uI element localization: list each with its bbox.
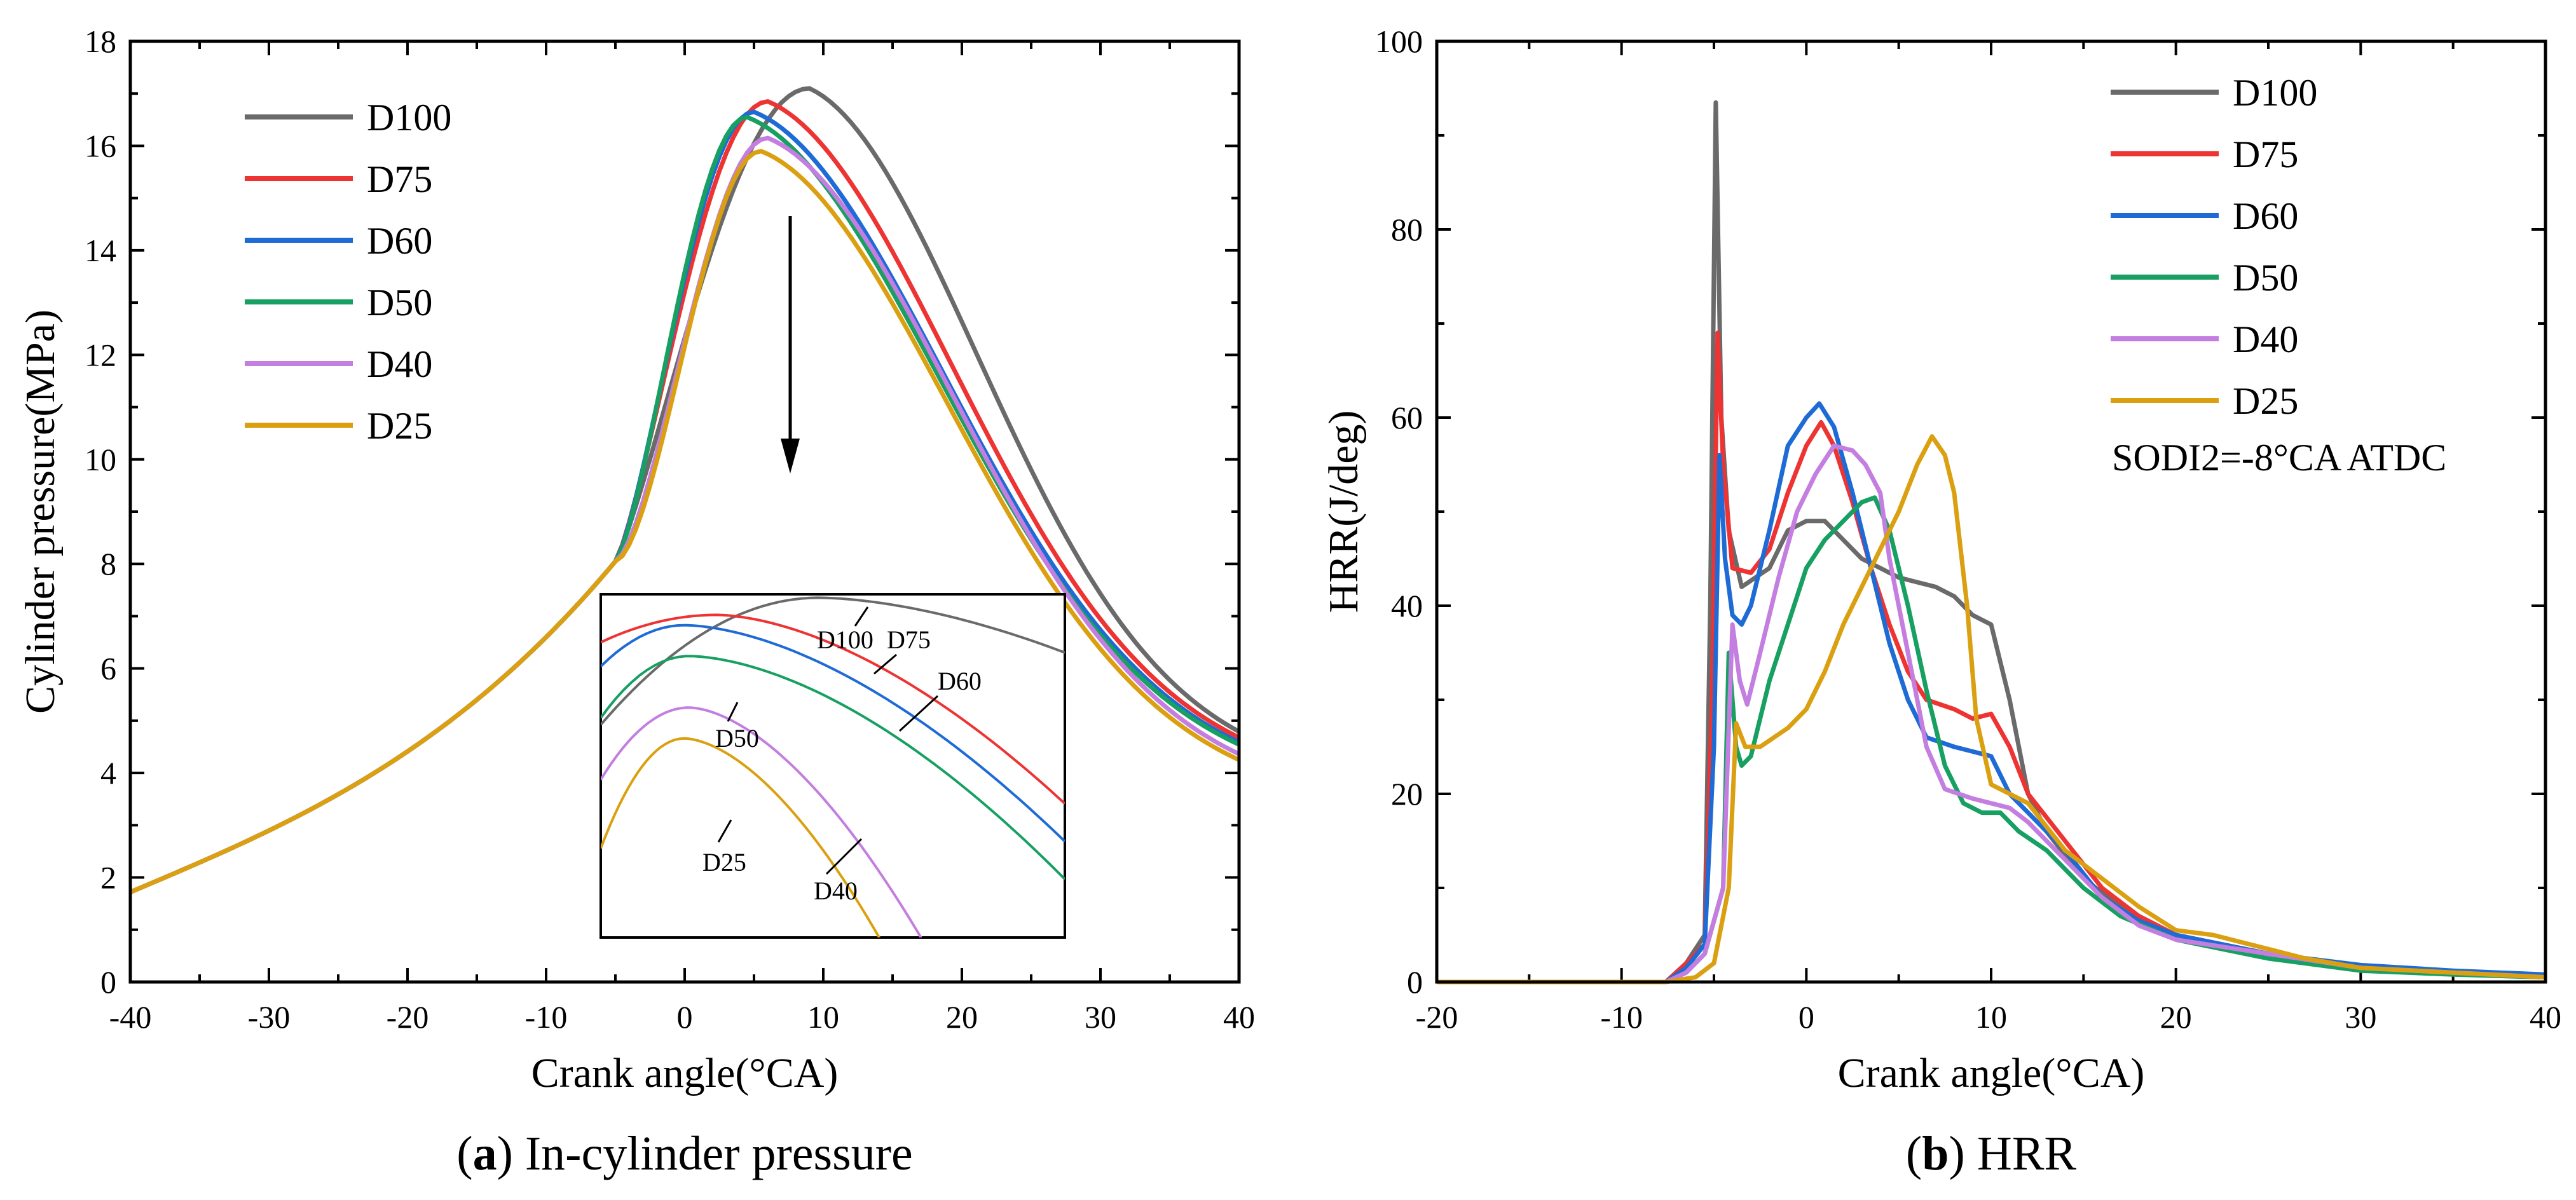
- panel-a-legend-label-d75: D75: [367, 158, 432, 200]
- panel-a-inset-leader-d50: [727, 702, 739, 722]
- caption-a: (a) In-cylinder pressure: [456, 1127, 912, 1180]
- panel-b-y-tick-label: 0: [1407, 964, 1423, 1000]
- panel-b-line-d100: [1437, 100, 2546, 985]
- panel-b-legend-label-d40: D40: [2233, 318, 2298, 360]
- panel-a-inset-leader-d40: [825, 838, 863, 875]
- panel-a-ticks: -40 -30 -20 -10 0 10 20 30 40 0 2 4 6 8 10 12 14 16 18: [85, 24, 1255, 1035]
- panel-a-y-tick-label: 10: [85, 442, 116, 477]
- panel-a-inset-line-d100: [601, 596, 1065, 726]
- panel-b-line-d50: [1437, 495, 2546, 985]
- panel-a-plot-frame: [128, 39, 1241, 984]
- panel-b-x-tick-label: 20: [2160, 999, 2192, 1035]
- panel-a-series-lines: [129, 86, 1240, 894]
- caption-a-title: In-cylinder pressure: [525, 1127, 913, 1180]
- caption-b-letter: b: [1922, 1127, 1949, 1180]
- panel-a-x-tick-label: 20: [946, 999, 978, 1035]
- panel-b-legend-label-d100: D100: [2233, 72, 2317, 114]
- panel-b-legend-label-d75: D75: [2233, 133, 2298, 175]
- panel-a-legend: D100 D75 D60 D50 D40 D25: [245, 97, 451, 447]
- panel-a-pressure-chart: -40 -30 -20 -10 0 10 20 30 40 0 2 4 6 8 10 12 14 16 18 D10…: [17, 24, 1255, 1096]
- panel-b-line-d40: [1437, 443, 2546, 985]
- panel-b-legend-label-d60: D60: [2233, 195, 2298, 237]
- panel-a-legend-label-d40: D40: [367, 343, 432, 385]
- panel-a-x-tick-label: 10: [807, 999, 839, 1035]
- panel-a-legend-label-d60: D60: [367, 220, 432, 262]
- panel-b-y-tick-label: 60: [1391, 400, 1423, 435]
- panel-b-ticks: -20 -10 0 10 20 30 40 0 20 40 60 80 100: [1375, 24, 2561, 1035]
- panel-b-y-tick-label: 20: [1391, 776, 1423, 812]
- panel-a-inset-leader-d25: [717, 819, 732, 843]
- panel-b-line-d75: [1437, 331, 2546, 985]
- panel-b-x-tick-label: -10: [1600, 999, 1643, 1035]
- panel-a-legend-label-d100: D100: [367, 97, 451, 139]
- panel-b-y-axis-label: HRR(J/deg): [1320, 411, 1367, 613]
- panel-b-legend-label-d25: D25: [2233, 380, 2298, 422]
- panel-a-inset-line-d50: [601, 655, 1065, 880]
- panel-a-y-tick-label: 4: [100, 755, 116, 791]
- panel-b-x-tick-label: 40: [2530, 999, 2561, 1035]
- panel-b-series-lines: [1437, 100, 2546, 985]
- panel-b-annotation: SODI2=-8°CA ATDC: [2112, 437, 2446, 479]
- panel-a-inset-label-d25: D25: [702, 848, 746, 876]
- panel-a-x-tick-label: -30: [248, 999, 291, 1035]
- panel-a-inset-leader-d100: [854, 606, 869, 627]
- panel-a-x-tick-label: -20: [387, 999, 429, 1035]
- panel-a-y-tick-label: 16: [85, 128, 116, 163]
- panel-a-inset-leader-d75: [874, 653, 897, 675]
- panel-a-y-tick-label: 12: [85, 337, 116, 372]
- panel-a-y-tick-label: 8: [100, 546, 116, 582]
- panel-a-y-tick-label: 0: [100, 964, 116, 1000]
- caption-b: (b) HRR: [1906, 1127, 2076, 1180]
- panel-a-y-tick-label: 6: [100, 651, 116, 686]
- panel-b-line-d25: [1437, 434, 2546, 985]
- panel-a-arrow-head: [781, 439, 800, 474]
- panel-a-inset-leader-d60: [898, 695, 939, 732]
- panel-a-legend-label-d50: D50: [367, 282, 432, 324]
- panel-a-inset-label-d60: D60: [938, 667, 982, 695]
- panel-a-inset-label-d40: D40: [814, 876, 858, 905]
- panel-b-legend-label-d50: D50: [2233, 257, 2298, 299]
- panel-a-x-tick-label: 40: [1223, 999, 1255, 1035]
- panel-a-y-tick-label: 14: [85, 233, 116, 268]
- panel-a-legend-label-d25: D25: [367, 405, 432, 447]
- panel-b-y-tick-label: 100: [1375, 24, 1423, 59]
- caption-a-letter: a: [473, 1127, 497, 1180]
- panel-b-x-tick-label: -20: [1416, 999, 1458, 1035]
- panel-a-x-tick-label: 30: [1085, 999, 1116, 1035]
- panel-a-x-tick-label: 0: [677, 999, 693, 1035]
- panel-a-x-axis-label: Crank angle(°CA): [531, 1050, 839, 1096]
- panel-a-inset-lines: [601, 596, 1065, 938]
- panel-a-inset-line-d75: [601, 613, 1065, 805]
- panel-b-legend: D100 D75 D60 D50 D40 D25: [2111, 72, 2317, 422]
- panel-a-inset-frame: [599, 593, 1066, 939]
- panel-b-line-d60: [1437, 401, 2546, 985]
- panel-b-x-tick-label: 30: [2345, 999, 2376, 1035]
- panel-b-hrr-chart: -20 -10 0 10 20 30 40 0 20 40 60 80 100 D100 D75 D60 D5…: [1320, 24, 2561, 1096]
- panel-b-y-tick-label: 80: [1391, 212, 1423, 247]
- panel-b-y-tick-label: 40: [1391, 588, 1423, 624]
- panel-a-inset-line-d40: [601, 706, 922, 938]
- caption-b-title: HRR: [1977, 1127, 2077, 1180]
- panel-a-x-tick-label: -40: [109, 999, 152, 1035]
- panel-a-y-tick-label: 2: [100, 860, 116, 896]
- panel-b-x-tick-label: 10: [1975, 999, 2007, 1035]
- panel-a-inset-label-d100: D100: [817, 625, 874, 654]
- panel-a-y-tick-label: 18: [85, 24, 116, 59]
- panel-b-x-axis-label: Crank angle(°CA): [1838, 1050, 2145, 1096]
- panel-b-x-tick-label: 0: [1798, 999, 1814, 1035]
- panel-a-inset-label-d75: D75: [887, 625, 931, 654]
- panel-a-line-d25: [129, 149, 1240, 894]
- panel-a-inset-label-d50: D50: [715, 724, 759, 753]
- panel-a-arrow: [781, 216, 800, 474]
- panel-a-inset-line-d25: [601, 737, 880, 938]
- panel-a-y-axis-label: Cylinder pressure(MPa): [17, 310, 64, 714]
- panel-a-inset-line-d60: [601, 624, 1065, 843]
- panel-a-x-tick-label: -10: [525, 999, 568, 1035]
- panel-b-plot-frame: [1435, 39, 2547, 984]
